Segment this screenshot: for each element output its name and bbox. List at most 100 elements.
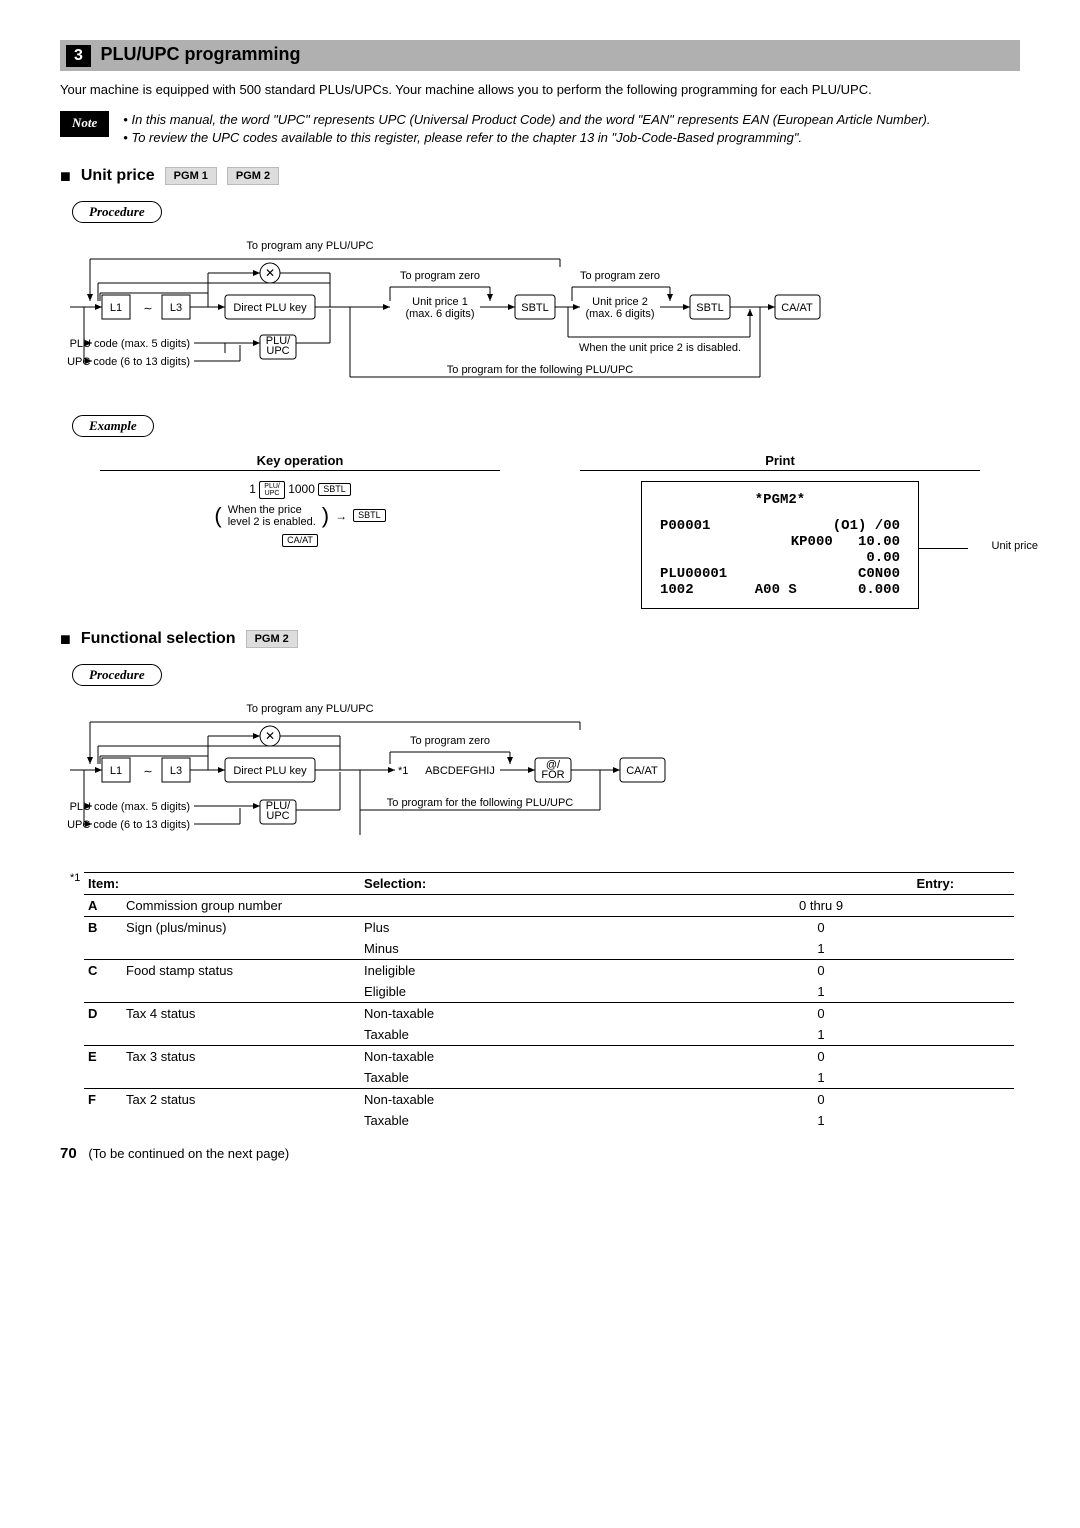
svg-text:Unit price 2: Unit price 2 [592,296,648,308]
table-row: Taxable1 [84,1110,1014,1131]
section-title: PLU/UPC programming [101,44,301,64]
svg-text:L1: L1 [110,765,122,777]
page-number: 70 [60,1145,77,1162]
svg-text:To program zero: To program zero [400,270,480,282]
row-letter [84,1024,122,1046]
table-row: ETax 3 statusNon-taxable0 [84,1045,1014,1067]
row-item: Tax 3 status [122,1045,360,1067]
svg-text:L3: L3 [170,765,182,777]
row-letter [84,1110,122,1131]
table-row: DTax 4 statusNon-taxable0 [84,1002,1014,1024]
row-item [122,1067,360,1089]
paren-note: When the pricelevel 2 is enabled. [228,504,316,528]
table-row: Minus1 [84,938,1014,960]
row-selection: Ineligible [360,959,628,981]
row-item [122,1024,360,1046]
th-entry: Entry: [628,872,1014,894]
square-bullet-icon: ■ [60,166,71,187]
note-text: • In this manual, the word "UPC" represe… [123,111,1020,147]
print-box: *PGM2* P00001(O1) /00 KP000 10.00 0.00 P… [641,481,919,609]
print-l6a: 1002 [660,582,694,598]
sbtl-key-1: SBTL [318,483,351,496]
table-row: FTax 2 statusNon-taxable0 [84,1088,1014,1110]
callout-line [918,548,968,549]
row-item: Tax 4 status [122,1002,360,1024]
caat-key: CA/AT [282,534,318,547]
table-row: Eligible1 [84,981,1014,1003]
svg-text:To program for the following P: To program for the following PLU/UPC [387,797,574,809]
svg-text:SBTL: SBTL [521,302,549,314]
row-selection: Minus [360,938,628,960]
functional-heading: ■ Functional selection PGM 2 [60,629,1020,650]
row-entry: 1 [628,1067,1014,1089]
print-l6c: 0.000 [858,582,900,598]
row-letter: B [84,916,122,938]
row-item: Tax 2 status [122,1088,360,1110]
note-label: Note [60,111,109,137]
row-letter: F [84,1088,122,1110]
row-item [122,981,360,1003]
continued-text: (To be continued on the next page) [88,1146,289,1161]
unit-price-title: Unit price [81,167,155,185]
row-item: Sign (plus/minus) [122,916,360,938]
svg-text:L1: L1 [110,302,122,314]
unit-price-diagram: To program any PLU/UPC L1 ∼ L3 Direct PL… [60,237,1020,397]
table-row: ACommission group number0 thru 9 [84,894,1014,916]
svg-text:To program for the following P: To program for the following PLU/UPC [447,364,634,376]
keyop-content: 1 PLU/UPC 1000 SBTL ( When the priceleve… [60,481,540,547]
svg-text:Direct PLU key: Direct PLU key [233,765,307,777]
selection-table: Item: Selection: Entry: ACommission grou… [84,872,1014,1131]
table-row: BSign (plus/minus)Plus0 [84,916,1014,938]
svg-text:✕: ✕ [265,729,275,743]
svg-text:FOR: FOR [541,769,564,781]
table-row: Taxable1 [84,1024,1014,1046]
selection-table-wrap: *1 Item: Selection: Entry: ACommission g… [70,872,1020,1131]
print-l3a: KP000 [791,534,833,550]
row-entry: 0 thru 9 [628,894,1014,916]
callout-text: Unit price [992,540,1038,552]
svg-text:CA/AT: CA/AT [626,765,658,777]
svg-text:SBTL: SBTL [696,302,724,314]
section-header: 3 PLU/UPC programming [60,40,1020,71]
row-entry: 0 [628,1002,1014,1024]
row-entry: 0 [628,959,1014,981]
row-entry: 1 [628,938,1014,960]
print-l6b: A00 S [755,582,797,598]
row-selection: Non-taxable [360,1045,628,1067]
svg-text:CA/AT: CA/AT [781,302,813,314]
note-block: Note • In this manual, the word "UPC" re… [60,111,1020,147]
row-letter: E [84,1045,122,1067]
keyop-1: 1 [249,482,256,496]
table-row: Taxable1 [84,1067,1014,1089]
pgm2-badge-2: PGM 2 [246,630,298,648]
intro-text: Your machine is equipped with 500 standa… [60,81,1020,99]
svg-text:Unit price 1: Unit price 1 [412,296,468,308]
print-l4: 0.00 [866,550,900,566]
row-entry: 1 [628,1024,1014,1046]
row-letter: C [84,959,122,981]
functional-diagram: To program any PLU/UPC L1 ∼ L3 Direct PL… [60,700,1020,860]
row-letter: A [84,894,122,916]
keyop-1000: 1000 [288,482,315,496]
svg-text:∼: ∼ [143,766,152,778]
print-l2a: P00001 [660,518,710,534]
row-item: Food stamp status [122,959,360,981]
svg-text:(max. 6 digits): (max. 6 digits) [405,308,474,320]
svg-text:Direct PLU key: Direct PLU key [233,302,307,314]
svg-text:When the unit price 2 is disab: When the unit price 2 is disabled. [579,342,741,354]
print-l3b: 10.00 [858,534,900,550]
table-row: CFood stamp statusIneligible0 [84,959,1014,981]
note-bullet-2: To review the UPC codes available to thi… [131,130,802,145]
row-item [122,1110,360,1131]
note-bullet-1: In this manual, the word "UPC" represent… [131,112,930,127]
svg-text:UPC code (6 to 13 digits): UPC code (6 to 13 digits) [67,356,190,368]
print-l5b: C0N00 [858,566,900,582]
th-item: Item: [84,872,360,894]
row-item [122,938,360,960]
star1-label: *1 [70,872,80,884]
svg-text:UPC: UPC [266,810,289,822]
svg-text:To program any PLU/UPC: To program any PLU/UPC [246,240,373,252]
print-l2b: (O1) /00 [833,518,900,534]
svg-text:To program zero: To program zero [580,270,660,282]
row-entry: 0 [628,916,1014,938]
